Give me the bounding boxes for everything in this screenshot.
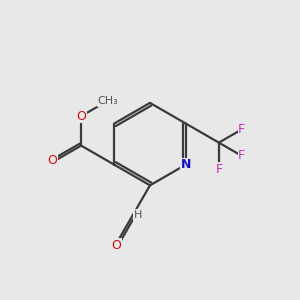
- Text: O: O: [111, 239, 121, 252]
- Text: F: F: [215, 163, 222, 176]
- Text: CH₃: CH₃: [98, 96, 118, 106]
- Text: N: N: [181, 158, 191, 171]
- Text: O: O: [47, 154, 57, 167]
- Text: F: F: [238, 149, 245, 162]
- Text: H: H: [134, 210, 142, 220]
- Text: O: O: [76, 110, 86, 123]
- Text: F: F: [238, 123, 245, 136]
